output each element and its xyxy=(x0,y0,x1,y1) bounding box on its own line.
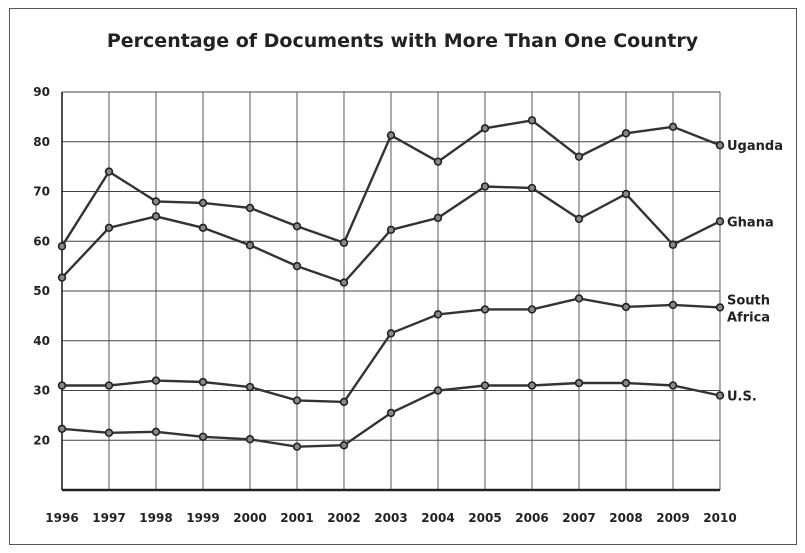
data-point xyxy=(104,381,114,390)
data-point xyxy=(621,189,631,199)
data-point xyxy=(480,381,490,390)
series-labels: Uganda Ghana South Africa U.S. xyxy=(727,139,783,404)
data-point xyxy=(621,378,631,388)
data-point xyxy=(245,382,255,392)
data-point xyxy=(151,197,161,206)
data-point xyxy=(104,167,114,176)
x-tick-label: 2004 xyxy=(421,511,454,525)
data-point xyxy=(480,182,490,191)
x-tick-label: 1999 xyxy=(186,511,219,525)
data-point xyxy=(57,273,67,282)
data-point xyxy=(386,408,396,418)
x-tick-label: 2009 xyxy=(656,511,689,525)
y-tick-label: 40 xyxy=(33,334,50,348)
data-point xyxy=(433,157,443,166)
series-label: South xyxy=(727,293,770,308)
chart-title: Percentage of Documents with More Than O… xyxy=(106,30,699,52)
data-point xyxy=(339,278,349,287)
data-point xyxy=(245,435,255,444)
data-point xyxy=(574,378,584,388)
data-point xyxy=(668,122,678,132)
data-point xyxy=(527,116,537,125)
data-point xyxy=(668,381,678,390)
data-point xyxy=(57,424,67,434)
data-point xyxy=(574,294,584,303)
x-tick-label: 2007 xyxy=(562,511,595,525)
x-tick-label: 2008 xyxy=(609,511,642,525)
x-tick-label: 1996 xyxy=(45,511,78,525)
x-tick-label: 2010 xyxy=(703,511,736,525)
data-point xyxy=(480,124,490,133)
series-group xyxy=(57,116,725,451)
data-point xyxy=(527,381,537,390)
data-point xyxy=(292,442,302,451)
data-point xyxy=(292,396,302,405)
axis-ticks: 20 30 40 50 60 70 80 90 1996 1997 1998 1999 2000 2001… xyxy=(33,85,736,525)
data-point xyxy=(339,397,349,407)
x-tick-label: 1998 xyxy=(139,511,172,525)
data-point xyxy=(198,198,208,208)
data-point xyxy=(57,242,67,251)
data-point xyxy=(339,441,349,450)
data-point xyxy=(715,391,725,400)
data-point xyxy=(198,432,208,441)
data-point xyxy=(386,329,396,338)
series-label: U.S. xyxy=(727,389,757,404)
data-point xyxy=(198,223,208,233)
x-tick-label: 2003 xyxy=(374,511,407,525)
data-point xyxy=(527,305,537,314)
y-tick-label: 80 xyxy=(33,135,50,149)
data-point xyxy=(668,240,678,249)
data-point xyxy=(292,261,302,271)
data-point xyxy=(292,222,302,231)
data-point xyxy=(386,225,396,235)
x-tick-label: 2000 xyxy=(233,511,266,525)
data-point xyxy=(198,377,208,387)
y-tick-label: 60 xyxy=(33,234,50,248)
chart-frame xyxy=(9,8,797,545)
y-tick-label: 50 xyxy=(33,284,50,298)
data-point xyxy=(574,152,584,161)
x-tick-label: 1997 xyxy=(92,511,125,525)
data-point xyxy=(339,238,349,247)
x-tick-label: 2005 xyxy=(468,511,501,525)
series-label: Uganda xyxy=(727,139,783,154)
y-tick-label: 90 xyxy=(33,85,50,99)
series-label: Ghana xyxy=(727,215,774,230)
x-tick-label: 2002 xyxy=(327,511,360,525)
data-point xyxy=(151,427,161,436)
data-point xyxy=(715,217,725,226)
data-point xyxy=(621,129,631,138)
data-point xyxy=(57,381,67,390)
data-point xyxy=(151,376,161,385)
data-point xyxy=(715,303,725,312)
data-point xyxy=(245,203,255,213)
grid xyxy=(61,91,721,492)
y-tick-label: 20 xyxy=(33,433,50,447)
x-tick-label: 2001 xyxy=(280,511,313,525)
y-tick-label: 70 xyxy=(33,185,50,199)
data-point xyxy=(433,213,443,223)
data-point xyxy=(480,305,490,314)
data-point xyxy=(574,214,584,224)
data-point xyxy=(621,302,631,312)
data-point xyxy=(151,212,161,221)
data-point xyxy=(527,183,537,193)
data-point xyxy=(245,241,255,250)
data-point xyxy=(715,141,725,150)
x-tick-label: 2006 xyxy=(515,511,548,525)
data-point xyxy=(433,386,443,395)
y-tick-label: 30 xyxy=(33,384,50,398)
data-point xyxy=(668,300,678,310)
data-point xyxy=(104,223,114,233)
data-point xyxy=(104,428,114,437)
series-label: Africa xyxy=(727,310,770,325)
data-point xyxy=(433,310,443,319)
data-point xyxy=(386,131,396,140)
